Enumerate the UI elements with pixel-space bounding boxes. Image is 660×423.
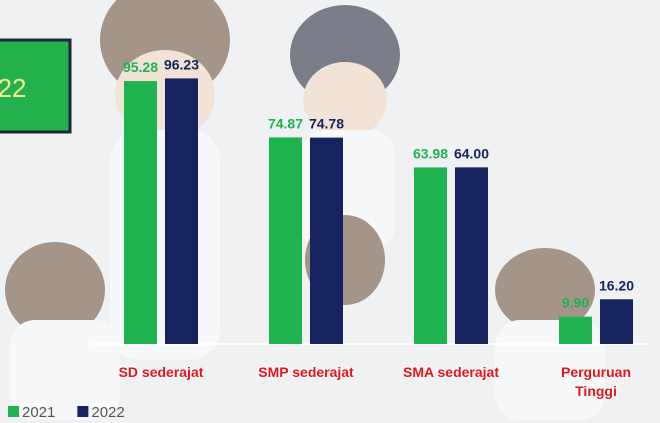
category-label: Perguruan Tinggi bbox=[560, 364, 631, 399]
badge bbox=[0, 38, 72, 134]
figure-body bbox=[10, 320, 120, 420]
bar bbox=[600, 299, 633, 344]
bar bbox=[124, 81, 157, 345]
bar bbox=[269, 137, 302, 344]
bar bbox=[414, 167, 447, 344]
category-label: SMA sederajat bbox=[403, 364, 499, 380]
value-label: 95.28 bbox=[123, 59, 158, 75]
value-label: 74.87 bbox=[268, 115, 303, 131]
bar bbox=[310, 137, 343, 344]
value-label: 64.00 bbox=[454, 145, 489, 161]
legend-swatch bbox=[77, 406, 89, 417]
category-label: SD sederajat bbox=[118, 364, 204, 380]
badge-text: 22 bbox=[0, 73, 26, 103]
bar bbox=[559, 316, 592, 344]
value-label: 63.98 bbox=[413, 145, 448, 161]
figure-body bbox=[495, 320, 605, 420]
figure-hair bbox=[495, 248, 595, 332]
legend-swatch bbox=[8, 406, 19, 417]
bar bbox=[165, 78, 198, 344]
bar bbox=[455, 167, 488, 344]
figure-face bbox=[303, 62, 387, 138]
category-label: SMP sederajat bbox=[258, 364, 354, 380]
figure-hair bbox=[5, 242, 105, 338]
value-label: 96.23 bbox=[164, 56, 199, 72]
value-label: 16.20 bbox=[599, 277, 634, 293]
value-label: 74.78 bbox=[309, 116, 344, 132]
legend-label: 2022 bbox=[91, 404, 124, 421]
legend-label: 2021 bbox=[22, 404, 55, 421]
value-label: 9.90 bbox=[562, 295, 589, 311]
